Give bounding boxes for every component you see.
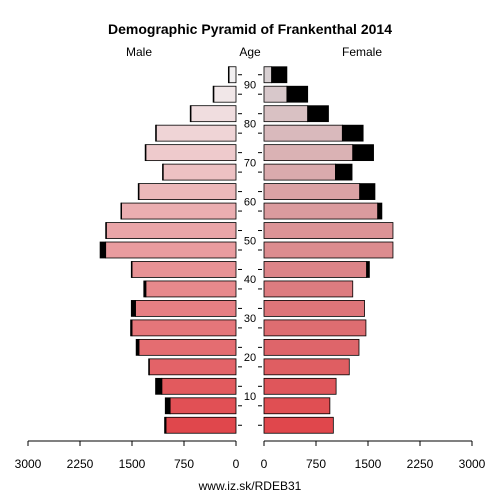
age-tick-label: 90 xyxy=(244,79,256,91)
male-bar xyxy=(135,300,237,317)
male-bar xyxy=(213,85,237,103)
male-bar-extra xyxy=(99,241,107,259)
male-bar-extra xyxy=(227,66,230,84)
male-x-tick-label: 1500 xyxy=(119,457,146,471)
female-bar xyxy=(263,300,365,317)
age-tick-label: 60 xyxy=(244,196,256,208)
male-bar xyxy=(131,319,237,337)
female-bar-extra xyxy=(271,66,288,84)
female-bar xyxy=(263,202,379,220)
female-bar xyxy=(263,183,361,200)
male-bar-extra xyxy=(137,183,140,200)
male-bar xyxy=(165,416,237,434)
male-bar-extra xyxy=(130,319,133,337)
age-tick-label: 10 xyxy=(244,391,256,403)
female-bar xyxy=(263,358,350,376)
male-bar-extra xyxy=(164,397,171,415)
male-bar-extra xyxy=(120,202,123,220)
male-bar-extra xyxy=(144,144,147,162)
male-bar xyxy=(121,202,237,220)
male-bar xyxy=(228,66,237,84)
male-bar xyxy=(169,397,237,415)
male-bar-extra xyxy=(105,222,107,239)
male-bar xyxy=(190,105,237,123)
male-bar xyxy=(148,358,237,376)
male-bar-extra xyxy=(130,300,136,317)
age-tick-label: 20 xyxy=(244,352,256,364)
age-tick-label: 30 xyxy=(244,313,256,325)
female-x-tick-label: 0 xyxy=(261,457,268,471)
female-x-tick-label: 2250 xyxy=(407,457,434,471)
age-tick-label: 80 xyxy=(244,118,256,130)
male-bar xyxy=(138,183,237,200)
male-bar-extra xyxy=(155,124,157,142)
female-bar xyxy=(263,124,343,142)
female-label: Female xyxy=(342,45,382,59)
male-bar-extra xyxy=(189,105,192,123)
age-tick-label: 70 xyxy=(244,157,256,169)
male-x-tick-label: 3000 xyxy=(15,457,42,471)
female-bar xyxy=(263,397,331,415)
female-bar xyxy=(263,241,394,259)
female-bar-extra xyxy=(366,261,370,278)
age-tick-label: 40 xyxy=(244,274,256,286)
female-bar-extra xyxy=(359,183,376,200)
male-x-tick-label: 0 xyxy=(233,457,240,471)
male-bar xyxy=(105,222,237,239)
male-bar xyxy=(131,261,237,278)
footer-source: www.iz.sk/RDEB31 xyxy=(198,479,302,493)
male-x-tick-label: 750 xyxy=(174,457,194,471)
male-bar xyxy=(155,124,237,142)
female-bar xyxy=(263,416,334,434)
female-x-tick-label: 1500 xyxy=(355,457,382,471)
chart-title: Demographic Pyramid of Frankenthal 2014 xyxy=(108,21,392,37)
female-bar-extra xyxy=(335,163,353,181)
male-x-tick-label: 2250 xyxy=(67,457,94,471)
female-bar xyxy=(263,144,354,162)
female-bar-extra xyxy=(352,144,374,162)
male-bar-extra xyxy=(162,163,164,181)
female-bar xyxy=(263,66,273,84)
male-bar-extra xyxy=(148,358,150,376)
female-bar xyxy=(263,105,309,123)
male-label: Male xyxy=(126,45,152,59)
male-bar-extra xyxy=(164,416,167,434)
male-bar-extra xyxy=(143,280,147,298)
male-bar-extra xyxy=(212,85,215,103)
male-bar-extra xyxy=(155,377,163,395)
female-bar xyxy=(263,377,337,395)
male-bar xyxy=(162,163,237,181)
female-bar-extra xyxy=(341,124,364,142)
female-x-tick-label: 750 xyxy=(306,457,326,471)
female-bar xyxy=(263,280,354,298)
female-bar-extra xyxy=(307,105,329,123)
male-bar xyxy=(145,280,237,298)
female-bar xyxy=(263,85,288,103)
male-bar xyxy=(161,377,237,395)
female-bar-extra xyxy=(377,202,383,220)
female-bar xyxy=(263,222,394,239)
female-bar xyxy=(263,319,367,337)
male-bar xyxy=(138,338,237,356)
age-label: Age xyxy=(239,45,261,59)
age-tick-label: 50 xyxy=(244,235,256,247)
female-x-tick-label: 3000 xyxy=(459,457,486,471)
male-bar xyxy=(105,241,237,259)
female-bar xyxy=(263,338,360,356)
male-bar xyxy=(145,144,237,162)
female-bar xyxy=(263,163,336,181)
female-bar-extra xyxy=(286,85,309,103)
female-bar xyxy=(263,261,368,278)
male-bar-extra xyxy=(135,338,140,356)
male-bar-extra xyxy=(130,261,133,278)
